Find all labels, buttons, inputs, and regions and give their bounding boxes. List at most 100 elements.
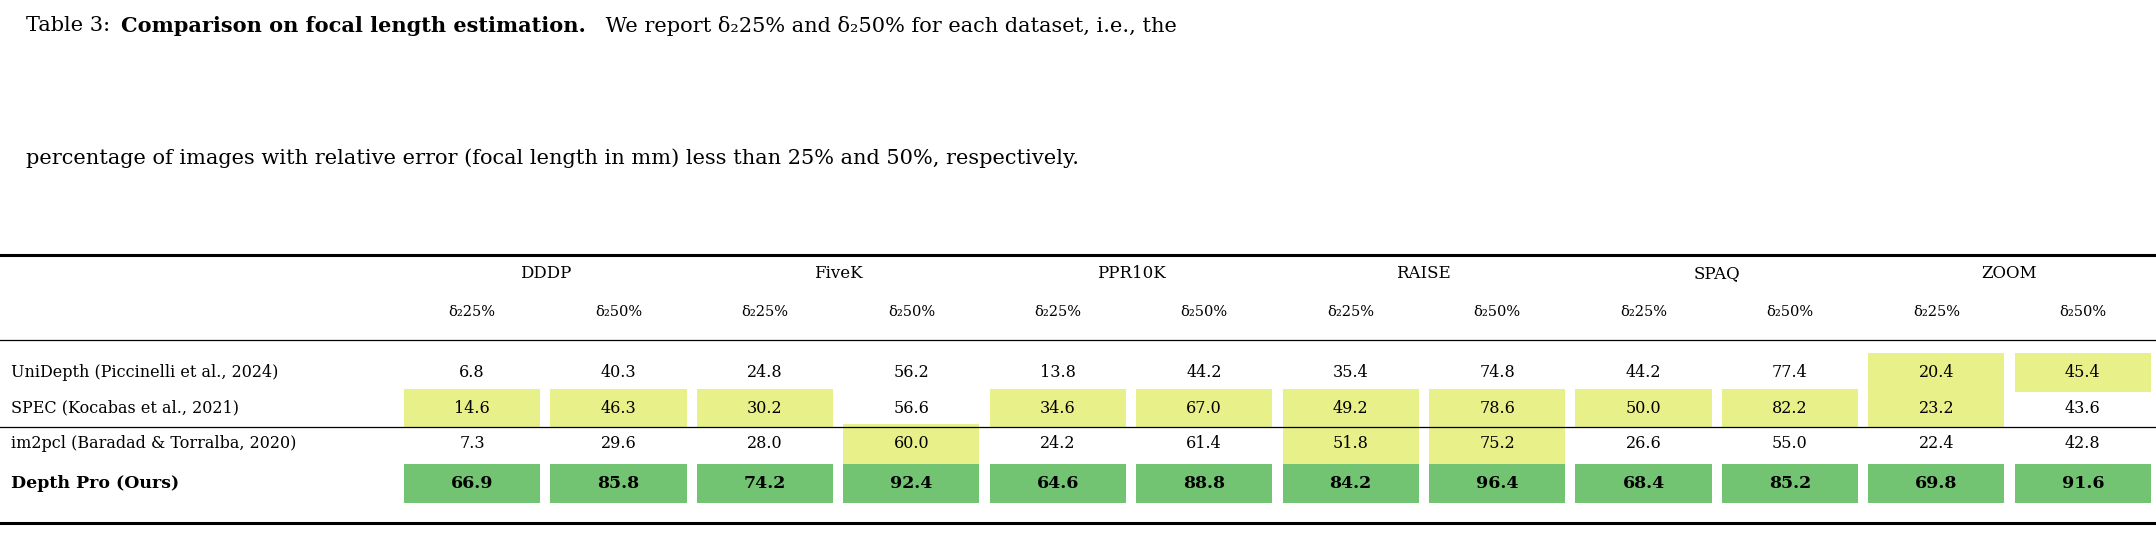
Text: δ₂50%: δ₂50% bbox=[888, 305, 936, 319]
Text: 85.8: 85.8 bbox=[597, 475, 640, 492]
Text: 88.8: 88.8 bbox=[1184, 475, 1225, 492]
Text: Table 3:: Table 3: bbox=[26, 16, 116, 36]
FancyBboxPatch shape bbox=[843, 424, 979, 464]
Text: ZOOM: ZOOM bbox=[1981, 265, 2037, 283]
Text: 78.6: 78.6 bbox=[1479, 399, 1516, 417]
Text: 22.4: 22.4 bbox=[1919, 435, 1953, 453]
FancyBboxPatch shape bbox=[1283, 464, 1419, 503]
Text: δ₂50%: δ₂50% bbox=[1473, 305, 1520, 319]
Text: 56.2: 56.2 bbox=[893, 364, 929, 381]
FancyBboxPatch shape bbox=[1576, 464, 1712, 503]
Text: δ₂50%: δ₂50% bbox=[2059, 305, 2106, 319]
Text: δ₂50%: δ₂50% bbox=[1766, 305, 1813, 319]
Text: 74.2: 74.2 bbox=[744, 475, 787, 492]
Text: 40.3: 40.3 bbox=[602, 364, 636, 381]
Text: SPEC (Kocabas et al., 2021): SPEC (Kocabas et al., 2021) bbox=[11, 399, 239, 417]
FancyBboxPatch shape bbox=[1869, 464, 2005, 503]
FancyBboxPatch shape bbox=[1869, 353, 2005, 392]
FancyBboxPatch shape bbox=[1136, 389, 1272, 428]
Text: 42.8: 42.8 bbox=[2065, 435, 2100, 453]
Text: 69.8: 69.8 bbox=[1915, 475, 1958, 492]
Text: 61.4: 61.4 bbox=[1186, 435, 1222, 453]
Text: 6.8: 6.8 bbox=[459, 364, 485, 381]
FancyBboxPatch shape bbox=[1283, 424, 1419, 464]
Text: 66.9: 66.9 bbox=[451, 475, 494, 492]
Text: 24.2: 24.2 bbox=[1039, 435, 1076, 453]
Text: Depth Pro (Ours): Depth Pro (Ours) bbox=[11, 475, 179, 492]
FancyBboxPatch shape bbox=[550, 464, 686, 503]
Text: 13.8: 13.8 bbox=[1039, 364, 1076, 381]
Text: 92.4: 92.4 bbox=[890, 475, 934, 492]
Text: We report δ₂25% and δ₂50% for each dataset, i.e., the: We report δ₂25% and δ₂50% for each datas… bbox=[599, 16, 1177, 36]
Text: 23.2: 23.2 bbox=[1919, 399, 1953, 417]
Text: δ₂25%: δ₂25% bbox=[1619, 305, 1667, 319]
Text: 29.6: 29.6 bbox=[602, 435, 636, 453]
Text: 44.2: 44.2 bbox=[1186, 364, 1222, 381]
FancyBboxPatch shape bbox=[1723, 464, 1858, 503]
Text: δ₂25%: δ₂25% bbox=[1912, 305, 1960, 319]
Text: 67.0: 67.0 bbox=[1186, 399, 1222, 417]
Text: Comparison on focal length estimation.: Comparison on focal length estimation. bbox=[121, 16, 586, 36]
Text: δ₂25%: δ₂25% bbox=[1035, 305, 1082, 319]
Text: 28.0: 28.0 bbox=[748, 435, 783, 453]
Text: 82.2: 82.2 bbox=[1772, 399, 1807, 417]
Text: 49.2: 49.2 bbox=[1332, 399, 1369, 417]
Text: 50.0: 50.0 bbox=[1626, 399, 1662, 417]
Text: δ₂50%: δ₂50% bbox=[595, 305, 642, 319]
Text: 60.0: 60.0 bbox=[893, 435, 929, 453]
Text: SPAQ: SPAQ bbox=[1692, 265, 1740, 283]
FancyBboxPatch shape bbox=[2014, 464, 2152, 503]
Text: 24.8: 24.8 bbox=[748, 364, 783, 381]
Text: 51.8: 51.8 bbox=[1332, 435, 1369, 453]
Text: δ₂25%: δ₂25% bbox=[742, 305, 789, 319]
Text: percentage of images with relative error (focal length in mm) less than 25% and : percentage of images with relative error… bbox=[26, 148, 1078, 168]
FancyBboxPatch shape bbox=[990, 464, 1125, 503]
Text: 85.2: 85.2 bbox=[1768, 475, 1811, 492]
FancyBboxPatch shape bbox=[1429, 464, 1565, 503]
Text: 7.3: 7.3 bbox=[459, 435, 485, 453]
FancyBboxPatch shape bbox=[1869, 389, 2005, 428]
FancyBboxPatch shape bbox=[1429, 424, 1565, 464]
Text: 64.6: 64.6 bbox=[1037, 475, 1078, 492]
FancyBboxPatch shape bbox=[696, 389, 832, 428]
FancyBboxPatch shape bbox=[990, 389, 1125, 428]
FancyBboxPatch shape bbox=[403, 389, 541, 428]
Text: 55.0: 55.0 bbox=[1772, 435, 1807, 453]
FancyBboxPatch shape bbox=[1576, 389, 1712, 428]
Text: PPR10K: PPR10K bbox=[1097, 265, 1166, 283]
FancyBboxPatch shape bbox=[1136, 464, 1272, 503]
Text: UniDepth (Piccinelli et al., 2024): UniDepth (Piccinelli et al., 2024) bbox=[11, 364, 278, 381]
Text: δ₂25%: δ₂25% bbox=[448, 305, 496, 319]
Text: 35.4: 35.4 bbox=[1332, 364, 1369, 381]
Text: 43.6: 43.6 bbox=[2065, 399, 2100, 417]
Text: DDDP: DDDP bbox=[520, 265, 571, 283]
Text: FiveK: FiveK bbox=[813, 265, 862, 283]
FancyBboxPatch shape bbox=[550, 389, 686, 428]
FancyBboxPatch shape bbox=[2014, 353, 2152, 392]
Text: 68.4: 68.4 bbox=[1621, 475, 1664, 492]
Text: 74.8: 74.8 bbox=[1479, 364, 1516, 381]
Text: 30.2: 30.2 bbox=[748, 399, 783, 417]
Text: 26.6: 26.6 bbox=[1626, 435, 1662, 453]
Text: 34.6: 34.6 bbox=[1039, 399, 1076, 417]
FancyBboxPatch shape bbox=[403, 464, 541, 503]
Text: 14.6: 14.6 bbox=[455, 399, 489, 417]
FancyBboxPatch shape bbox=[1283, 389, 1419, 428]
Text: RAISE: RAISE bbox=[1397, 265, 1451, 283]
Text: im2pcl (Baradad & Torralba, 2020): im2pcl (Baradad & Torralba, 2020) bbox=[11, 435, 295, 453]
Text: δ₂25%: δ₂25% bbox=[1328, 305, 1373, 319]
FancyBboxPatch shape bbox=[696, 464, 832, 503]
Text: 84.2: 84.2 bbox=[1330, 475, 1371, 492]
Text: 20.4: 20.4 bbox=[1919, 364, 1953, 381]
Text: δ₂50%: δ₂50% bbox=[1181, 305, 1227, 319]
Text: 46.3: 46.3 bbox=[602, 399, 636, 417]
Text: 45.4: 45.4 bbox=[2065, 364, 2100, 381]
FancyBboxPatch shape bbox=[1429, 389, 1565, 428]
Text: 91.6: 91.6 bbox=[2061, 475, 2104, 492]
Text: 44.2: 44.2 bbox=[1626, 364, 1662, 381]
Text: 56.6: 56.6 bbox=[893, 399, 929, 417]
FancyBboxPatch shape bbox=[843, 464, 979, 503]
Text: 77.4: 77.4 bbox=[1772, 364, 1807, 381]
Text: 75.2: 75.2 bbox=[1479, 435, 1516, 453]
FancyBboxPatch shape bbox=[1723, 389, 1858, 428]
